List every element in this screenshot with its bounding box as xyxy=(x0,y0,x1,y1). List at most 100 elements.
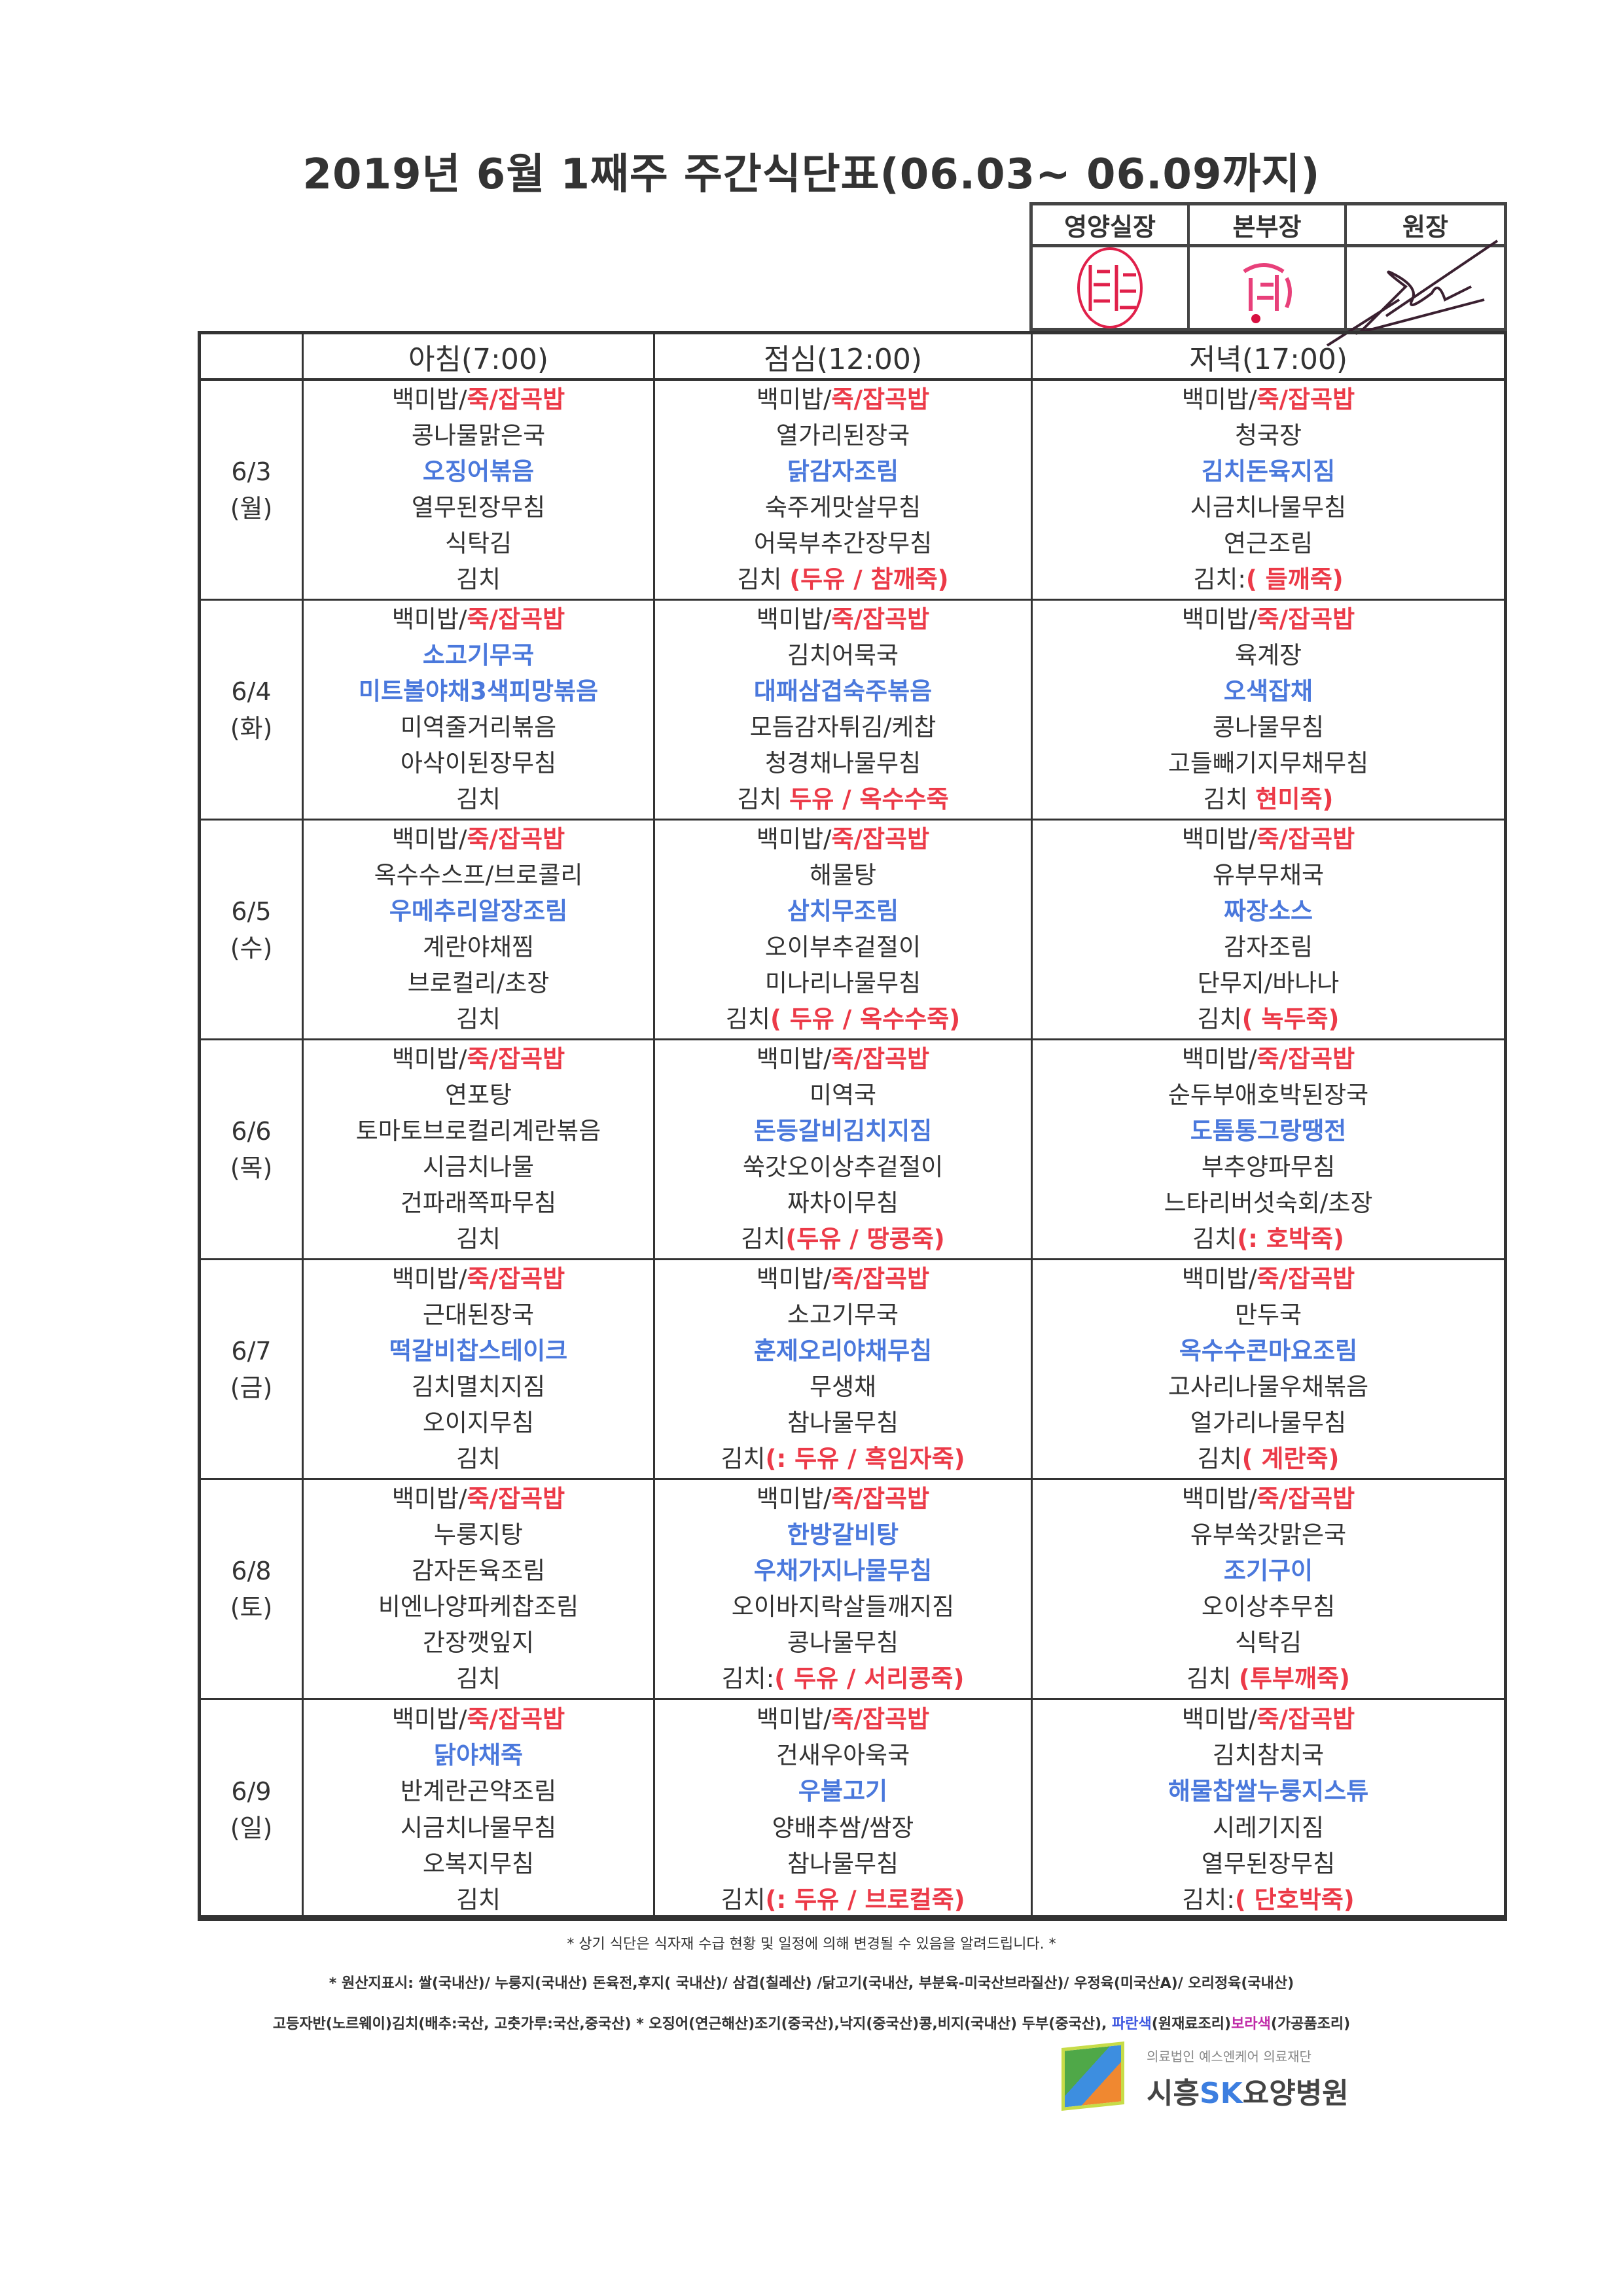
meal-cell-dinner: 백미밥/죽/잡곡밥 유부쑥갓맑은국 조기구이 오이상추무침 식탁김 김치 (투부깨죽) xyxy=(1033,1480,1504,1698)
day-weekday: (월) xyxy=(230,493,273,523)
meal-cell-dinner: 백미밥/죽/잡곡밥 청국장 김치돈육지짐 시금치나물무침 연근조림 김치:( 들깨죽) xyxy=(1033,381,1504,599)
menu-item-text: 백미밥/ xyxy=(391,1704,467,1733)
menu-item: 김치(: 호박죽) xyxy=(1033,1222,1504,1257)
meal-cell-lunch: 백미밥/죽/잡곡밥 김치어묵국 대패삼겹숙주볶음 모듬감자튀김/케찹 청경채나물무침 김치… xyxy=(655,601,1033,819)
menu-item-text: 김치 xyxy=(1186,1664,1239,1693)
menu-item-text: 김치 xyxy=(737,565,790,593)
menu-item: 비엔나양파케찹조림 xyxy=(304,1589,653,1625)
menu-item: 참나물무침 xyxy=(655,1846,1031,1882)
menu-item-text: 식탁김 xyxy=(1234,1628,1302,1657)
menu-item: 참나물무침 xyxy=(655,1405,1031,1441)
approval-box: 영양실장 본부장 원장 xyxy=(1029,202,1507,347)
menu-item-porridge: 죽/잡곡밥 xyxy=(831,825,930,854)
menu-item-porridge: 죽/잡곡밥 xyxy=(467,385,565,414)
origin-text-2-body: 고등자반(노르웨이)김치(배추:국산, 고춧가루:국산,중국산) * 오징어(연… xyxy=(272,2016,1113,2032)
logo-name-b: 요양병원 xyxy=(1242,2077,1349,2110)
menu-item: 대패삼겹숙주볶음 xyxy=(655,674,1031,709)
menu-item: 우채가지나물무침 xyxy=(655,1553,1031,1589)
menu-item: 소고기무국 xyxy=(655,1298,1031,1333)
menu-item-porridge: ( 계란죽) xyxy=(1241,1444,1340,1473)
menu-item-text: 미나리나물무침 xyxy=(764,968,921,997)
menu-item-text: 백미밥/ xyxy=(1181,1704,1257,1733)
menu-item: 백미밥/죽/잡곡밥 xyxy=(655,382,1031,417)
menu-item-porridge: 죽/잡곡밥 xyxy=(1257,1045,1355,1074)
menu-item: 아삭이된장무침 xyxy=(304,746,653,781)
approval-slot-nutrition xyxy=(1033,247,1190,328)
day-date: 6/9 xyxy=(231,1777,272,1806)
menu-item-porridge: 죽/잡곡밥 xyxy=(467,1704,565,1733)
menu-item: 김치( 녹두죽) xyxy=(1033,1002,1504,1037)
menu-item-porridge: 죽/잡곡밥 xyxy=(1257,605,1355,634)
meal-cell-dinner: 백미밥/죽/잡곡밥 만두국 옥수수콘마요조림 고사리나물우채볶음 얼가리나물무침 김치( … xyxy=(1033,1260,1504,1478)
menu-item-porridge: 죽/잡곡밥 xyxy=(467,1045,565,1074)
menu-item: 청국장 xyxy=(1033,418,1504,453)
menu-item-text: 김치 xyxy=(455,1004,501,1033)
menu-item-main-dish: 돈등갈비김치지짐 xyxy=(753,1117,933,1146)
menu-item: 백미밥/죽/잡곡밥 xyxy=(655,1702,1031,1737)
menu-item-porridge: ( 단호박죽) xyxy=(1234,1886,1355,1915)
menu-item: 김치:( 들깨죽) xyxy=(1033,562,1504,597)
menu-item: 콩나물맑은국 xyxy=(304,418,653,453)
menu-item-main-dish: 닭감자조림 xyxy=(787,457,899,486)
menu-item-text: 미역줄거리볶음 xyxy=(400,713,557,741)
menu-item-porridge: 죽/잡곡밥 xyxy=(831,1704,930,1733)
menu-item: 김치 xyxy=(304,1002,653,1037)
menu-item: 오복지무침 xyxy=(304,1846,653,1882)
menu-item: 오이상추무침 xyxy=(1033,1589,1504,1625)
menu-item-text: 김치 xyxy=(725,1004,770,1033)
logo-subtitle: 의료법인 예스엔케어 의료재단 xyxy=(1147,2049,1311,2064)
menu-item: 해물찹쌀누룽지스튜 xyxy=(1033,1774,1504,1809)
day-label: 6/6 (목) xyxy=(201,1040,304,1258)
menu-item-text: 김치 xyxy=(741,1224,786,1253)
menu-item: 닭감자조림 xyxy=(655,454,1031,489)
menu-item: 만두국 xyxy=(1033,1298,1504,1333)
menu-item: 백미밥/죽/잡곡밥 xyxy=(1033,1262,1504,1297)
menu-item-text: 백미밥/ xyxy=(391,1485,467,1513)
menu-item: 건파래쪽파무침 xyxy=(304,1186,653,1221)
menu-item: 김치 xyxy=(304,782,653,817)
menu-item-text: 백미밥/ xyxy=(756,605,832,634)
menu-item-text: 식탁김 xyxy=(444,529,512,557)
menu-item: 김치:( 단호박죽) xyxy=(1033,1882,1504,1918)
seal-stamp-icon xyxy=(1077,247,1143,328)
menu-item: 백미밥/죽/잡곡밥 xyxy=(1033,1702,1504,1737)
menu-item-text: 김치멸치지짐 xyxy=(411,1372,546,1401)
menu-item: 숙주게맛살무침 xyxy=(655,490,1031,525)
menu-item-porridge: 죽/잡곡밥 xyxy=(467,1485,565,1513)
menu-item-text: 백미밥/ xyxy=(391,825,467,854)
menu-item: 김치 xyxy=(304,1661,653,1697)
menu-item-main-dish: 오징어볶음 xyxy=(422,457,535,486)
menu-item-text: 콩나물무침 xyxy=(1212,713,1325,741)
approval-slot-head xyxy=(1326,239,1504,347)
menu-item-text: 고사리나물우채볶음 xyxy=(1168,1372,1369,1401)
menu-item-text: 백미밥/ xyxy=(391,605,467,634)
menu-item-porridge: (두유 / 참깨죽) xyxy=(789,565,949,593)
menu-item: 연근조림 xyxy=(1033,526,1504,561)
signature-icon xyxy=(1326,239,1499,347)
meal-cell-dinner: 백미밥/죽/잡곡밥 순두부애호박된장국 도톰통그랑땡전 부추양파무침 느타리버섯숙회/초… xyxy=(1033,1040,1504,1258)
menu-item-text: 김치 xyxy=(455,1224,501,1253)
legend-blue: 파란색 xyxy=(1112,2016,1152,2032)
menu-item-text: 김치 xyxy=(721,1886,766,1915)
menu-item: 쑥갓오이상추겉절이 xyxy=(655,1150,1031,1185)
menu-item-text: 김치 xyxy=(1197,1444,1242,1473)
menu-item: 미역줄거리볶음 xyxy=(304,710,653,745)
menu-item: 돈등갈비김치지짐 xyxy=(655,1114,1031,1149)
menu-item: 순두부애호박된장국 xyxy=(1033,1078,1504,1113)
menu-item-text: 고들빼기지무채무침 xyxy=(1168,749,1369,777)
menu-item-text: 백미밥/ xyxy=(1181,605,1257,634)
meal-cell-dinner: 백미밥/죽/잡곡밥 김치참치국 해물찹쌀누룽지스튜 시레기지짐 열무된장무침 김치:( 단… xyxy=(1033,1700,1504,1920)
menu-item-text: 참나물무침 xyxy=(787,1849,899,1878)
menu-item: 계란야채찜 xyxy=(304,930,653,965)
menu-item-main-dish: 해물찹쌀누룽지스튜 xyxy=(1168,1777,1369,1806)
menu-item: 백미밥/죽/잡곡밥 xyxy=(304,1702,653,1737)
day-weekday: (토) xyxy=(230,1593,273,1622)
menu-item: 육계장 xyxy=(1033,638,1504,673)
day-row: 6/4 (화) 백미밥/죽/잡곡밥 소고기무국 미트볼야채3색피망볶음 미역줄거리볶음 아삭… xyxy=(201,601,1504,821)
menu-item: 어묵부추간장무침 xyxy=(655,526,1031,561)
day-date: 6/4 xyxy=(231,677,272,706)
menu-item-text: 백미밥/ xyxy=(1181,825,1257,854)
menu-item-porridge: 죽/잡곡밥 xyxy=(831,1265,930,1294)
menu-item: 유부무채국 xyxy=(1033,858,1504,893)
menu-item-main-dish: 오색잡채 xyxy=(1223,677,1313,706)
